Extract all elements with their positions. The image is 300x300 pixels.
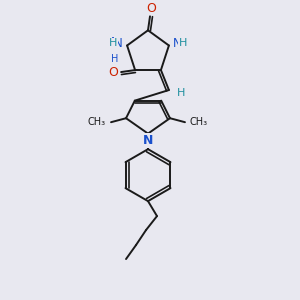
Text: CH₃: CH₃ bbox=[190, 117, 208, 127]
Text: N: N bbox=[114, 37, 123, 50]
Text: O: O bbox=[108, 66, 118, 79]
Text: N: N bbox=[143, 134, 153, 147]
Text: H: H bbox=[111, 43, 119, 64]
Text: H: H bbox=[177, 88, 185, 98]
Text: O: O bbox=[146, 2, 156, 15]
Text: H: H bbox=[109, 38, 117, 49]
Text: N: N bbox=[111, 36, 119, 49]
Text: N: N bbox=[173, 37, 182, 50]
Text: CH₃: CH₃ bbox=[88, 117, 106, 127]
Text: H: H bbox=[179, 38, 187, 49]
